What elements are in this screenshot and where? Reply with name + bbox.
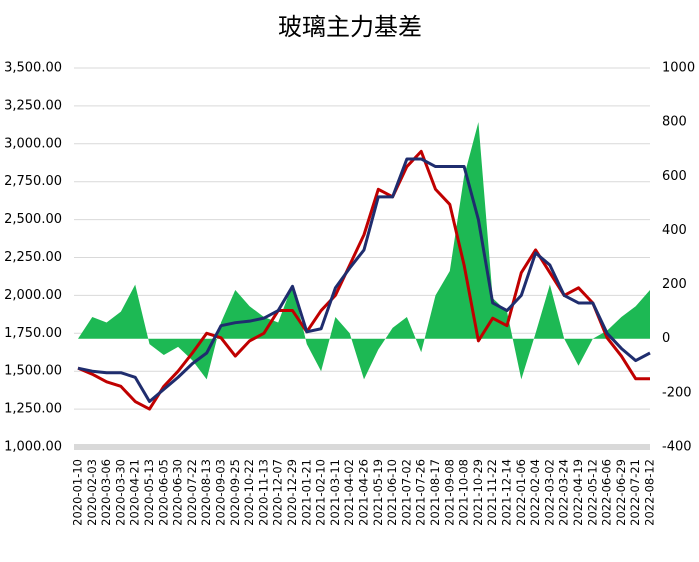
x-tick-label: 2022-03-02: [542, 459, 556, 526]
y2-tick-label: 600: [662, 169, 687, 184]
x-tick-label: 2020-04-21: [128, 459, 142, 526]
x-tick-label: 2021-01-21: [299, 459, 313, 526]
y-tick-label: 1,250.00: [4, 402, 62, 417]
x-tick-label: 2021-04-02: [342, 459, 356, 526]
x-tick-label: 2020-03-06: [99, 459, 113, 526]
x-tick-label: 2020-07-22: [185, 459, 199, 526]
x-tick-label: 2022-06-29: [614, 459, 628, 526]
chart-title: 玻璃主力基差: [278, 13, 422, 41]
y-tick-label: 3,250.00: [4, 98, 62, 113]
y2-tick-label: 800: [662, 115, 687, 130]
y-tick-label: 2,250.00: [4, 250, 62, 265]
x-tick-label: 2020-12-07: [271, 459, 285, 526]
x-tick-label: 2020-03-30: [113, 459, 127, 526]
x-tick-label: 2020-05-13: [142, 459, 156, 526]
price-line: [77, 157, 651, 404]
x-tick-label: 2020-06-05: [156, 459, 170, 526]
y-tick-label: 1,500.00: [4, 364, 62, 379]
x-tick-label: 2021-06-10: [385, 459, 399, 526]
x-tick-label: 2021-10-08: [457, 459, 471, 526]
x-tick-label: 2020-12-29: [285, 459, 299, 526]
x-tick-label: 2021-05-19: [371, 459, 385, 526]
x-tick-label: 2022-05-12: [585, 459, 599, 526]
x-tick-label: 2021-07-02: [399, 459, 413, 526]
x-tick-label: 2022-01-06: [514, 459, 528, 526]
y2-tick-label: 200: [662, 277, 687, 292]
x-tick-label: 2020-08-13: [199, 459, 213, 526]
x-tick-label: 2022-02-04: [528, 459, 542, 526]
y2-tick-label: 400: [662, 223, 687, 238]
basis-area: [78, 122, 650, 380]
x-tick-label: 2020-06-30: [171, 459, 185, 526]
x-tick-label: 2022-07-21: [628, 459, 642, 526]
x-tick-label: 2021-08-17: [428, 459, 442, 526]
x-tick-label: 2021-07-26: [414, 459, 428, 526]
y-tick-label: 2,000.00: [4, 288, 62, 303]
y2-tick-label: 0: [662, 331, 670, 346]
x-tick-label: 2020-09-03: [214, 459, 228, 526]
y2-tick-label: -200: [662, 385, 692, 400]
x-tick-label: 2022-04-19: [571, 459, 585, 526]
x-tick-label: 2021-10-29: [471, 459, 485, 526]
x-tick-label: 2021-02-10: [314, 459, 328, 526]
x-tick-label: 2022-08-12: [643, 459, 657, 526]
x-tick-label: 2022-03-24: [557, 459, 571, 526]
x-tick-label: 2022-06-06: [600, 459, 614, 526]
x-tick-label: 2020-10-22: [242, 459, 256, 526]
x-tick-label: 2020-02-03: [85, 459, 99, 526]
x-tick-label: 2021-12-14: [500, 459, 514, 526]
x-tick-label: 2020-11-13: [256, 459, 270, 526]
x-tick-label: 2021-09-08: [442, 459, 456, 526]
y-tick-label: 3,000.00: [4, 136, 62, 151]
y-tick-label: 3,500.00: [4, 61, 62, 76]
y-tick-label: 1,750.00: [4, 326, 62, 341]
x-tick-label: 2020-01-10: [71, 459, 85, 526]
y-tick-label: 1,000.00: [4, 440, 62, 455]
x-tick-label: 2021-03-11: [328, 459, 342, 526]
y2-tick-label: 1000: [662, 61, 695, 76]
x-tick-label: 2020-09-25: [228, 459, 242, 526]
x-tick-label: 2021-04-26: [357, 459, 371, 526]
y2-tick-label: -400: [662, 440, 692, 455]
y-tick-label: 2,750.00: [4, 174, 62, 189]
x-tick-label: 2021-11-22: [485, 459, 499, 526]
price-line: [77, 149, 650, 411]
y-tick-label: 2,500.00: [4, 212, 62, 227]
